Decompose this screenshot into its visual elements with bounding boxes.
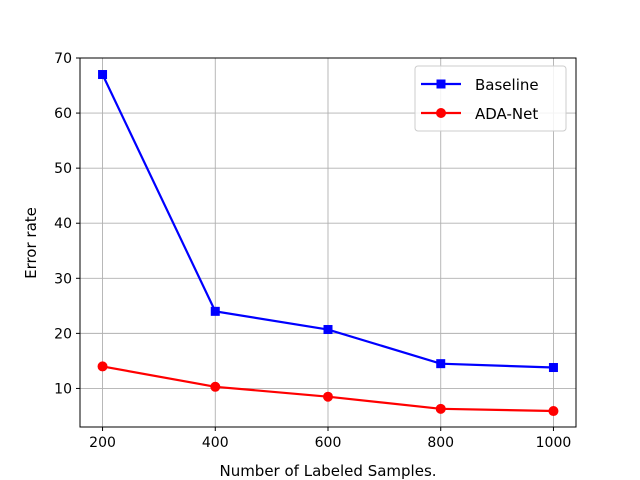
legend-marker [436,79,446,89]
legend-entry: Baseline [421,76,539,94]
data-point [548,406,559,417]
legend-label: Baseline [475,76,539,94]
x-axis-label: Number of Labeled Samples. [219,462,436,480]
x-tick-label: 1000 [536,435,572,451]
x-tick-label: 800 [427,435,454,451]
data-point [323,325,333,335]
x-tick-label: 400 [202,435,229,451]
data-point [323,391,333,402]
legend-label: ADA-Net [475,105,538,123]
y-tick-label: 60 [54,106,72,122]
series-baseline [98,70,558,373]
y-tick-label: 20 [54,326,72,342]
y-tick-label: 40 [54,216,72,232]
data-point [210,381,221,392]
y-tick-label: 10 [54,381,72,397]
y-tick-label: 30 [54,271,72,287]
data-point [435,403,446,414]
data-point [436,359,446,369]
series-group [97,70,559,417]
plot-frame [79,57,577,428]
legend-entry: ADA-Net [421,105,538,123]
data-point [210,306,220,316]
data-point [97,361,108,372]
data-point [98,70,108,80]
y-tick-label: 50 [54,161,72,177]
y-tick-label: 70 [54,51,72,67]
y-axis-label: Error rate [22,207,40,279]
series-ada-net [97,361,559,417]
x-tick-label: 600 [315,435,342,451]
x-tick-label: 200 [89,435,116,451]
y-axis-ticks: 10 20 30 40 50 60 70 [54,51,80,397]
legend-box [414,65,567,132]
x-axis-ticks: 200 400 600 800 1000 [89,427,571,451]
data-point [548,363,558,373]
legend: Baseline ADA-Net [414,65,567,132]
legend-marker [436,108,446,118]
